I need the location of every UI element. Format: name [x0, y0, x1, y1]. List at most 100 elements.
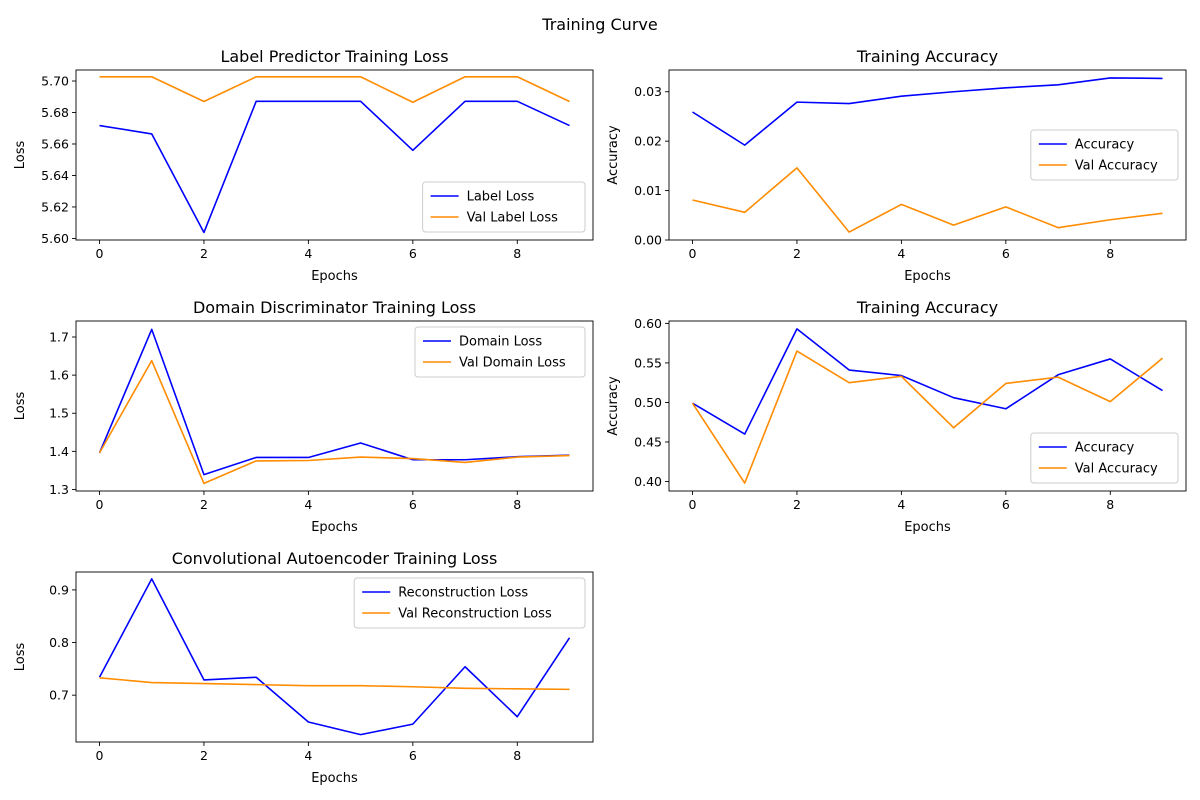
series-line-1 — [99, 100, 570, 234]
legend-box — [1030, 129, 1179, 181]
subplot-1: Label Predictor Training Loss 0 2 4 6 8 5.60 5.… — [13, 47, 594, 284]
legend-label-2: Val Reconstruction Loss — [398, 607, 552, 622]
x-tick-label: 8 — [1106, 246, 1114, 261]
x-tick-label: 0 — [689, 497, 697, 512]
legend-label-1: Reconstruction Loss — [398, 586, 528, 601]
x-tick-label: 2 — [200, 497, 208, 512]
x-axis-label: Epochs — [311, 269, 358, 284]
subplot-3: Domain Discriminator Training Loss 0 2 4 6 8 1… — [13, 298, 594, 535]
x-axis-label: Epochs — [311, 771, 358, 786]
y-tick-label: 5.70 — [41, 74, 69, 89]
series-line-2 — [99, 676, 570, 691]
y-tick-label: 5.64 — [41, 168, 69, 183]
legend-label-2: Val Accuracy — [1075, 462, 1158, 477]
x-tick-label: 8 — [513, 246, 521, 261]
axes-frame — [668, 320, 1187, 492]
x-tick-label: 2 — [793, 246, 801, 261]
axes-frame — [75, 69, 594, 241]
y-tick-label: 0.60 — [634, 316, 662, 331]
subplot-title: Convolutional Autoencoder Training Loss — [172, 549, 498, 568]
legend-box — [353, 577, 586, 629]
y-tick-label: 0.7 — [49, 688, 69, 703]
series-line-1 — [98, 578, 571, 736]
y-tick-label: 1.6 — [49, 368, 69, 383]
x-tick-label: 4 — [897, 497, 905, 512]
series-line-2 — [692, 167, 1163, 233]
x-tick-label: 6 — [409, 748, 417, 763]
y-axis-label: Loss — [13, 392, 28, 421]
x-axis-label: Epochs — [904, 520, 951, 535]
x-tick-label: 4 — [304, 748, 312, 763]
axes-frame — [75, 320, 594, 492]
y-tick-label: 0.40 — [634, 474, 662, 489]
y-tick-label: 1.7 — [49, 330, 69, 345]
legend: Label Loss Val Label Loss — [422, 181, 586, 233]
x-tick-label: 4 — [304, 246, 312, 261]
x-tick-label: 4 — [304, 497, 312, 512]
subplot-2: Training Accuracy 0 2 4 6 8 0.00 0.01 0.02 0.03 Ep… — [606, 47, 1187, 284]
x-tick-label: 0 — [96, 497, 104, 512]
y-tick-label: 0.00 — [634, 233, 662, 248]
series-line-1 — [692, 77, 1163, 146]
y-tick-label: 1.4 — [49, 444, 69, 459]
legend: Accuracy Val Accuracy — [1030, 432, 1179, 484]
y-tick-label: 5.62 — [41, 199, 69, 214]
y-tick-label: 5.66 — [41, 136, 69, 151]
y-axis-label: Loss — [13, 141, 28, 170]
subplot-title: Training Accuracy — [856, 298, 998, 317]
legend-box — [414, 326, 586, 378]
y-tick-label: 0.03 — [634, 84, 662, 99]
y-tick-label: 0.01 — [634, 183, 662, 198]
y-tick-label: 5.60 — [41, 231, 69, 246]
y-tick-label: 0.55 — [634, 355, 662, 370]
y-tick-label: 0.50 — [634, 395, 662, 410]
legend: Domain Loss Val Domain Loss — [414, 326, 586, 378]
legend-label-2: Val Domain Loss — [459, 356, 566, 371]
figure-suptitle: Training Curve — [541, 15, 657, 34]
series-line-2 — [691, 350, 1164, 484]
x-tick-label: 8 — [513, 748, 521, 763]
legend: Accuracy Val Accuracy — [1030, 129, 1179, 181]
x-tick-label: 2 — [200, 748, 208, 763]
subplot-5: Convolutional Autoencoder Training Loss 0… — [13, 549, 594, 786]
subplot-title: Label Predictor Training Loss — [220, 47, 448, 66]
legend-label-1: Domain Loss — [459, 335, 542, 350]
x-tick-label: 2 — [200, 246, 208, 261]
y-tick-label: 0.02 — [634, 134, 662, 149]
legend-label-2: Val Label Loss — [467, 211, 559, 226]
y-tick-label: 0.45 — [634, 434, 662, 449]
axes-frame — [75, 571, 594, 743]
series-line-2 — [99, 75, 570, 104]
x-tick-label: 0 — [96, 748, 104, 763]
subplot-title: Domain Discriminator Training Loss — [193, 298, 476, 317]
subplot-4: Training Accuracy 0 2 4 6 8 0.40 0.45 0.50 0.55 0.… — [606, 298, 1187, 535]
y-tick-label: 0.8 — [49, 635, 69, 650]
x-tick-label: 0 — [689, 246, 697, 261]
x-tick-label: 0 — [96, 246, 104, 261]
series-line-1 — [98, 328, 570, 476]
x-axis-label: Epochs — [904, 269, 951, 284]
legend-label-1: Accuracy — [1075, 441, 1135, 456]
y-tick-label: 1.3 — [49, 482, 69, 497]
subplot-title: Training Accuracy — [856, 47, 998, 66]
y-tick-label: 1.5 — [49, 406, 69, 421]
x-axis-label: Epochs — [311, 520, 358, 535]
legend-label-1: Label Loss — [467, 190, 535, 205]
axes-frame — [668, 69, 1187, 241]
x-tick-label: 2 — [793, 497, 801, 512]
legend-label-2: Val Accuracy — [1075, 159, 1158, 174]
y-tick-label: 0.9 — [49, 582, 69, 597]
series-line-2 — [98, 359, 570, 485]
legend-box — [422, 181, 586, 233]
legend-box — [1030, 432, 1179, 484]
x-tick-label: 8 — [1106, 497, 1114, 512]
legend: Reconstruction Loss Val Reconstruction Lo… — [353, 577, 586, 629]
y-axis-label: Loss — [13, 643, 28, 672]
x-tick-label: 8 — [513, 497, 521, 512]
y-axis-label: Accuracy — [606, 125, 621, 185]
x-tick-label: 6 — [1002, 246, 1010, 261]
y-axis-label: Accuracy — [606, 376, 621, 436]
x-tick-label: 6 — [409, 246, 417, 261]
y-tick-label: 5.68 — [41, 105, 69, 120]
